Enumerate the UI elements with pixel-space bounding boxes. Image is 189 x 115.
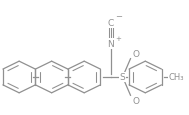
Text: N: N bbox=[107, 40, 114, 49]
Text: O: O bbox=[133, 96, 140, 105]
Text: C: C bbox=[108, 19, 114, 28]
Text: −: − bbox=[115, 12, 122, 21]
Text: O: O bbox=[133, 49, 140, 58]
Text: S: S bbox=[120, 73, 125, 82]
Text: +: + bbox=[115, 36, 121, 42]
Text: CH₃: CH₃ bbox=[169, 73, 184, 82]
